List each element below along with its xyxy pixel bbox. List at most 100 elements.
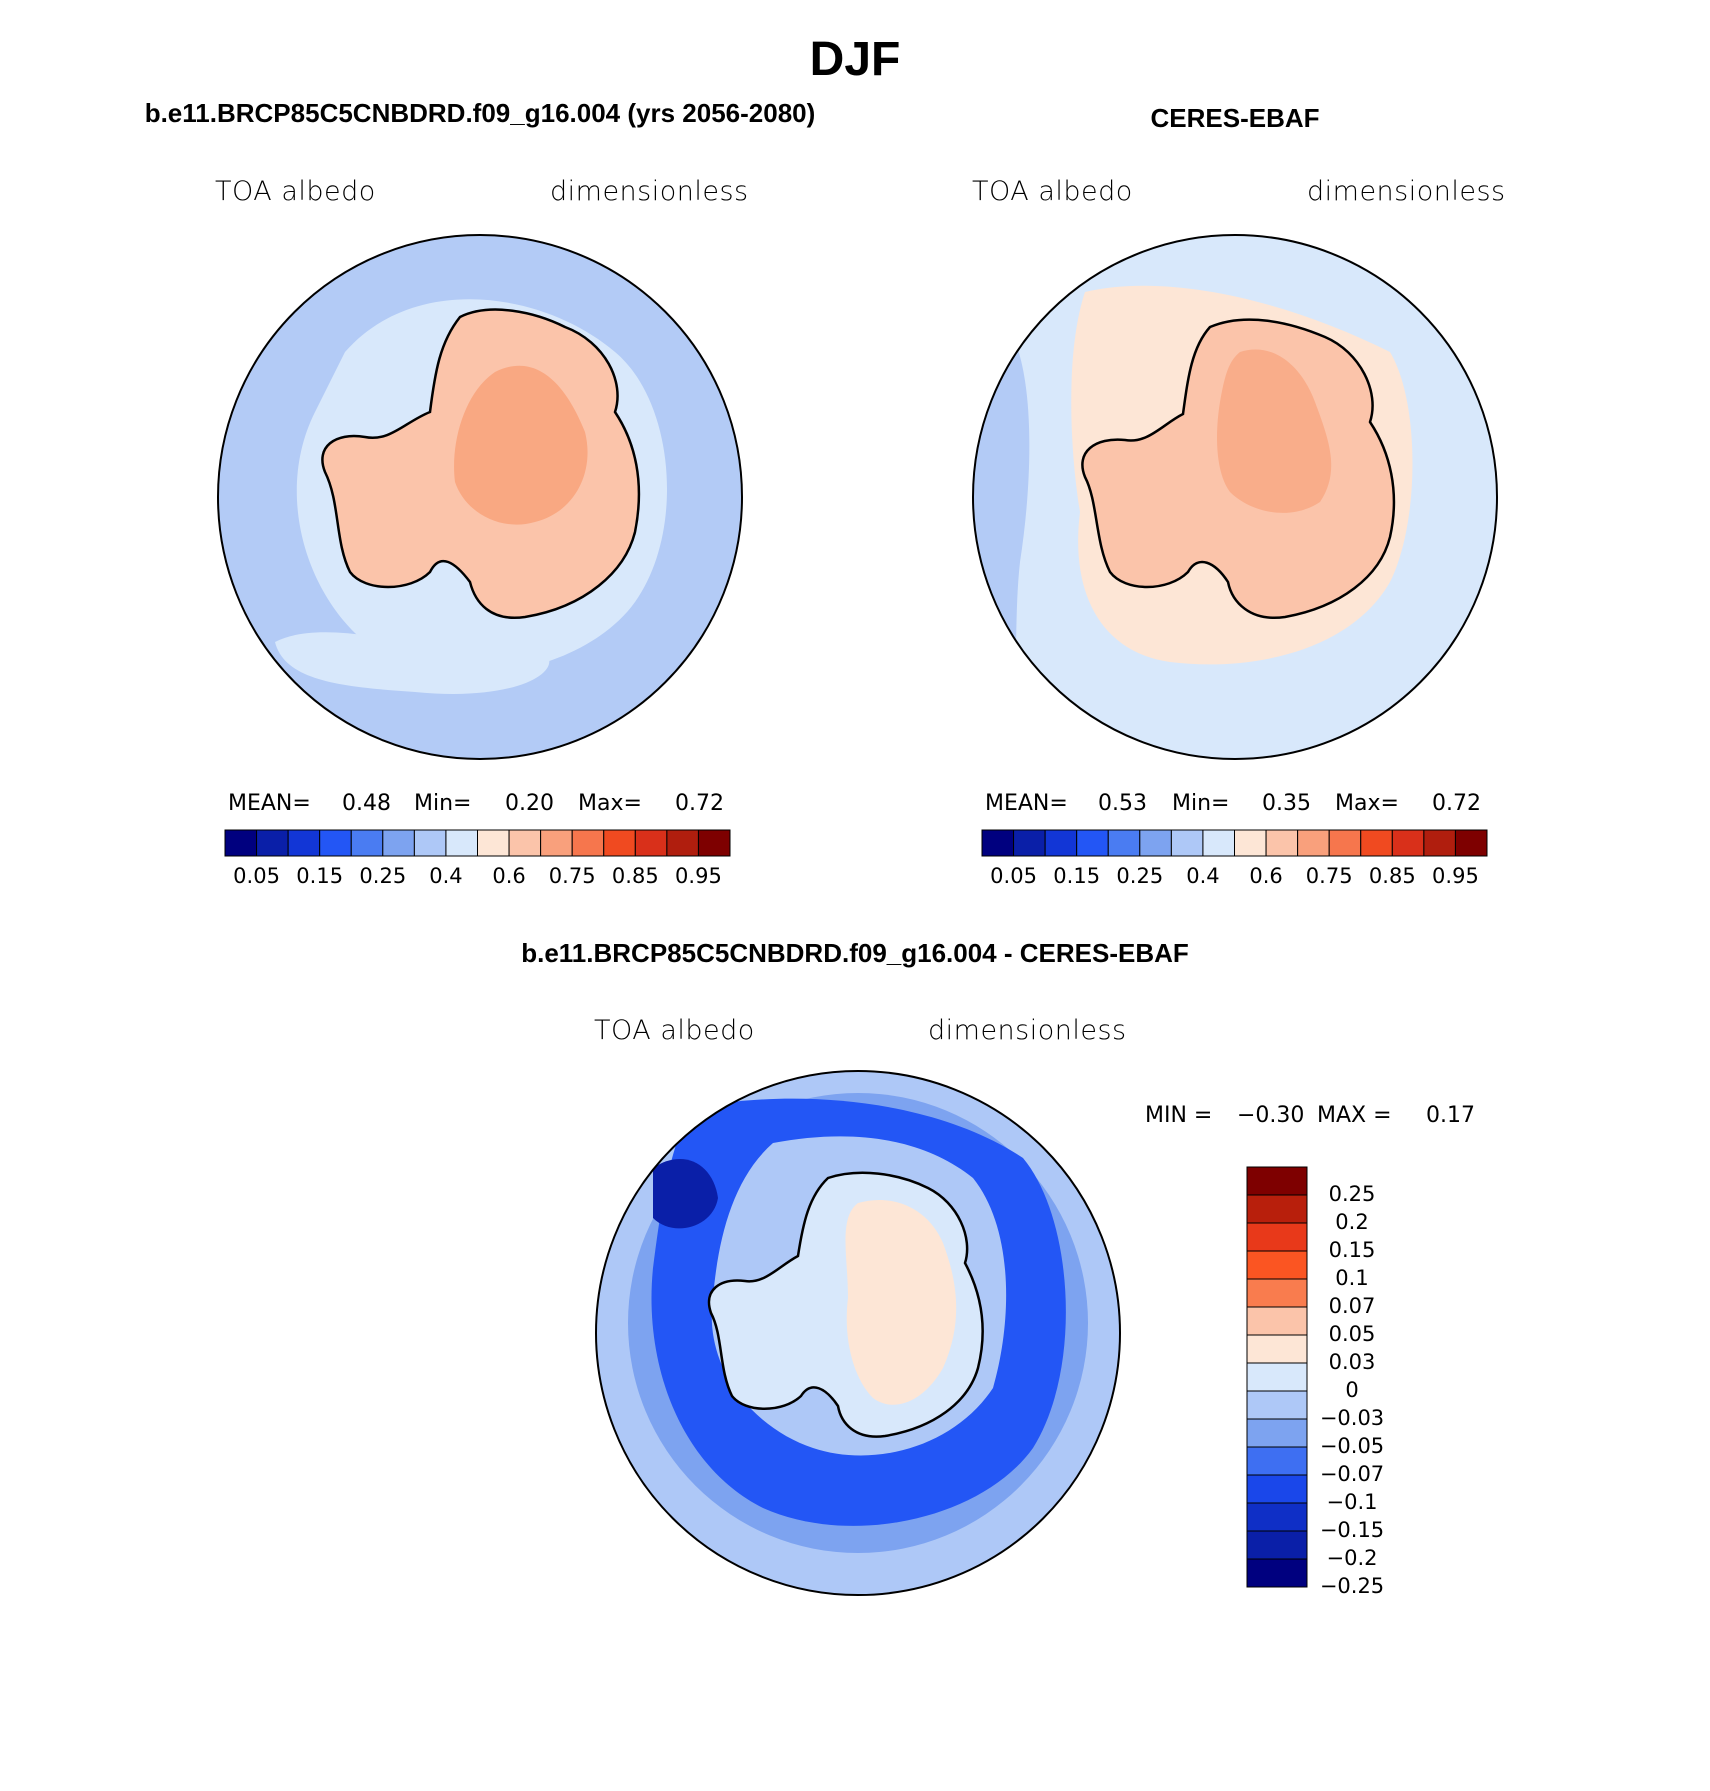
colorbar-swatch <box>634 829 668 857</box>
colorbar-tick-label: 0.15 <box>1053 864 1101 888</box>
figure-title: DJF <box>809 33 901 86</box>
diff-min-label: MIN = <box>1145 1103 1213 1128</box>
colorbar-swatch <box>1202 829 1235 857</box>
colorbar-swatch <box>1360 829 1393 857</box>
obs-plateau <box>1217 349 1332 513</box>
model-max-label: Max= <box>578 791 642 816</box>
colorbar-swatch <box>508 829 542 857</box>
model-colorbar <box>224 829 731 857</box>
colorbar-swatch <box>1454 829 1488 857</box>
colorbar-tick-label: 0.75 <box>548 864 596 888</box>
model-plateau <box>454 365 588 525</box>
colorbar-swatch <box>1297 829 1330 857</box>
colorbar-tick-label: 0.05 <box>233 864 280 888</box>
colorbar-swatch <box>1246 1362 1308 1392</box>
model-mean-label: MEAN= <box>228 791 311 816</box>
colorbar-swatch <box>1246 1222 1308 1252</box>
colorbar-swatch <box>1013 829 1046 857</box>
colorbar-swatch <box>697 829 731 857</box>
colorbar-tick-label: 0.15 <box>296 864 344 888</box>
model-mean-value: 0.48 <box>342 791 391 816</box>
colorbar-swatch <box>413 829 447 857</box>
colorbar-tick-label: 0.05 <box>990 864 1037 888</box>
colorbar-tick-label: −0.05 <box>1319 1434 1385 1458</box>
colorbar-tick-label: −0.15 <box>1319 1518 1385 1542</box>
diff-units-label: dimensionless <box>928 1015 1127 1046</box>
diff-map-border <box>595 1070 1121 1596</box>
colorbar-swatch <box>287 829 321 857</box>
colorbar-swatch <box>477 829 510 857</box>
colorbar-swatch <box>1246 1334 1308 1364</box>
model-sea-ice-tongue <box>275 632 550 694</box>
obs-outer-band <box>973 310 1030 752</box>
colorbar-swatch <box>382 829 415 857</box>
colorbar-tick-label: 0.6 <box>1249 864 1283 888</box>
colorbar-swatch <box>224 829 258 857</box>
model-min-label: Min= <box>414 791 472 816</box>
colorbar-swatch <box>1246 1446 1308 1476</box>
colorbar-tick-label: 0.95 <box>675 864 722 888</box>
obs-mean-label: MEAN= <box>985 791 1068 816</box>
model-map <box>217 234 743 760</box>
colorbar-tick-label: 0.25 <box>1328 1182 1376 1206</box>
diff-negative-spot <box>653 1159 718 1229</box>
obs-colorbar <box>981 829 1488 857</box>
obs-max-label: Max= <box>1335 791 1399 816</box>
colorbar-swatch <box>256 829 289 857</box>
colorbar-tick-label: 0.95 <box>1432 864 1479 888</box>
diff-max-label: MAX = <box>1317 1103 1392 1128</box>
diff-max-value: 0.17 <box>1426 1103 1475 1128</box>
diff-positive-region <box>845 1199 957 1405</box>
diff-variable-label: TOA albedo <box>594 1015 755 1046</box>
model-min-value: 0.20 <box>505 791 554 816</box>
colorbar-swatch <box>1246 1418 1308 1448</box>
model-units-label: dimensionless <box>550 176 749 207</box>
colorbar-tick-label: 0.2 <box>1335 1210 1369 1234</box>
colorbar-tick-label: 0 <box>1345 1378 1359 1402</box>
colorbar-tick-label: 0.6 <box>492 864 526 888</box>
model-panel-heading: b.e11.BRCP85C5CNBDRD.f09_g16.004 (yrs 20… <box>144 98 816 128</box>
diff-colorbar-ticks: 0.25 0.2 0.15 0.1 0.07 0.05 0.03 0 −0.03 −0.05 −0.… <box>1312 1167 1412 1598</box>
colorbar-tick-label: 0.4 <box>1186 864 1220 888</box>
colorbar-swatch <box>1246 1502 1308 1532</box>
colorbar-swatch <box>540 829 573 857</box>
colorbar-tick-label: −0.03 <box>1319 1406 1385 1430</box>
colorbar-tick-label: −0.1 <box>1326 1490 1378 1514</box>
colorbar-tick-label: 0.05 <box>1328 1322 1376 1346</box>
colorbar-tick-label: −0.2 <box>1326 1546 1378 1570</box>
colorbar-tick-label: 0.25 <box>1116 864 1164 888</box>
diff-colorbar <box>1246 1166 1308 1588</box>
colorbar-tick-label: −0.07 <box>1319 1462 1385 1486</box>
colorbar-swatch <box>571 829 605 857</box>
colorbar-swatch <box>1391 829 1425 857</box>
colorbar-swatch <box>603 829 636 857</box>
colorbar-swatch <box>1328 829 1362 857</box>
colorbar-swatch <box>1170 829 1204 857</box>
colorbar-tick-label: 0.15 <box>1328 1238 1376 1262</box>
obs-colorbar-ticks: 0.05 0.15 0.25 0.4 0.6 0.75 0.85 0.95 <box>982 864 1487 890</box>
colorbar-swatch <box>445 829 478 857</box>
colorbar-tick-label: 0.85 <box>1368 864 1416 888</box>
obs-variable-label: TOA albedo <box>972 176 1133 207</box>
colorbar-swatch <box>1246 1278 1308 1308</box>
model-variable-label: TOA albedo <box>215 176 376 207</box>
colorbar-swatch <box>1246 1474 1308 1504</box>
colorbar-swatch <box>1246 1530 1308 1560</box>
colorbar-tick-label: 0.4 <box>429 864 463 888</box>
diff-min-value: −0.30 <box>1237 1103 1305 1128</box>
model-map-border <box>217 234 743 760</box>
obs-min-label: Min= <box>1172 791 1230 816</box>
obs-max-value: 0.72 <box>1432 791 1481 816</box>
obs-map <box>972 234 1498 760</box>
colorbar-swatch <box>1265 829 1299 857</box>
colorbar-swatch <box>1246 1306 1308 1336</box>
colorbar-tick-label: 0.75 <box>1305 864 1353 888</box>
model-max-value: 0.72 <box>675 791 724 816</box>
colorbar-swatch <box>1246 1166 1308 1196</box>
colorbar-tick-label: 0.1 <box>1335 1266 1369 1290</box>
diff-map <box>595 1070 1121 1596</box>
model-colorbar-ticks: 0.05 0.15 0.25 0.4 0.6 0.75 0.85 0.95 <box>225 864 730 890</box>
colorbar-swatch <box>1246 1250 1308 1280</box>
diff-panel-heading: b.e11.BRCP85C5CNBDRD.f09_g16.004 - CERES… <box>521 938 1189 968</box>
colorbar-swatch <box>1107 829 1141 857</box>
